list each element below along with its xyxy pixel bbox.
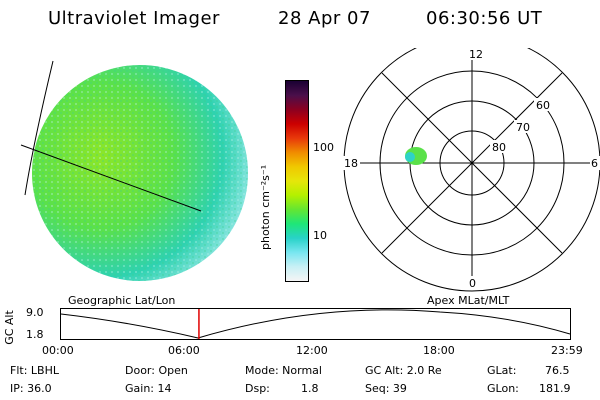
date-label: 28 Apr 07	[278, 8, 371, 29]
dsp-value: 1.8	[301, 382, 319, 395]
timeline-y-tick: 9.0	[26, 306, 44, 319]
gc-alt-status: GC Alt: 2.0 Re	[365, 364, 442, 377]
lat-label-80: 80	[492, 141, 506, 154]
aurora-spot	[405, 152, 415, 162]
instrument-title: Ultraviolet Imager	[48, 8, 220, 29]
timeline-y-axis-title: GC Alt	[2, 310, 16, 345]
mlt-label-6: 6	[591, 157, 598, 170]
time-label: 06:30:56 UT	[426, 8, 543, 29]
timeline-y-tick: 1.8	[26, 328, 44, 341]
auroral-image-disk	[20, 60, 248, 281]
glat-label: GLat:	[487, 364, 517, 377]
geographic-grid-line	[24, 60, 54, 196]
glon-value: 181.9	[539, 382, 571, 395]
timeline-x-tick: 06:00	[168, 344, 200, 357]
timeline-x-tick: 00:00	[42, 344, 74, 357]
timeline-x-tick: 12:00	[296, 344, 328, 357]
timeline-right-label: Apex MLat/MLT	[427, 294, 510, 307]
dsp-label: Dsp:	[245, 382, 270, 395]
altitude-timeline	[60, 308, 571, 340]
timeline-x-tick: 23:59	[551, 344, 583, 357]
colorbar-unit-label: photon cm⁻²s⁻¹	[259, 164, 272, 250]
geographic-grid-line	[20, 144, 202, 212]
lat-label-70: 70	[516, 121, 530, 134]
colorbar-tick: 100	[313, 141, 334, 154]
timeline-x-tick: 18:00	[423, 344, 455, 357]
timeline-frame	[60, 308, 571, 340]
mode-status: Mode: Normal	[245, 364, 322, 377]
lat-label-60: 60	[536, 99, 550, 112]
altitude-curve	[60, 309, 571, 339]
glat-value: 76.5	[545, 364, 570, 377]
mlt-label-12: 12	[469, 48, 483, 61]
colorbar-tick: 10	[313, 229, 327, 242]
seq-status: Seq: 39	[365, 382, 407, 395]
timeline-left-label: Geographic Lat/Lon	[68, 294, 176, 307]
polar-axis	[381, 72, 563, 254]
mlt-label-0: 0	[469, 277, 476, 290]
colorbar-gradient	[286, 81, 308, 281]
door-status: Door: Open	[125, 364, 188, 377]
ip-status: IP: 36.0	[10, 382, 52, 395]
polar-plot: 12 18 6 0 60 70 80	[342, 48, 600, 292]
glon-label: GLon:	[487, 382, 519, 395]
mlt-label-18: 18	[344, 157, 358, 170]
gain-status: Gain: 14	[125, 382, 172, 395]
filter-status: Flt: LBHL	[10, 364, 59, 377]
colorbar	[285, 80, 309, 282]
